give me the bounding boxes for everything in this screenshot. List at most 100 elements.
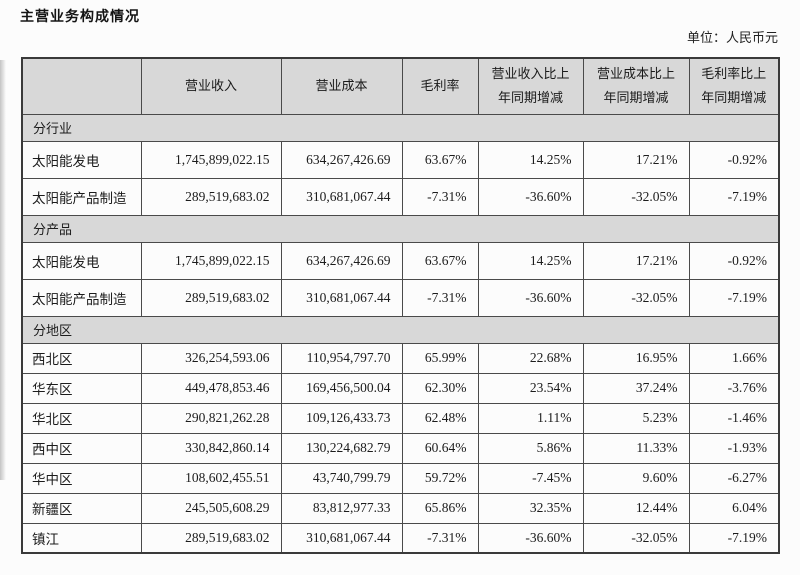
cell-revenue-yoy: -36.60% <box>477 177 584 216</box>
cell-revenue-yoy: 32.35% <box>477 492 584 524</box>
header-cell-cost: 营业成本 <box>280 57 403 115</box>
cell-revenue: 245,505,608.29 <box>140 492 282 524</box>
cell-revenue-yoy: 1.11% <box>477 402 584 434</box>
cell-margin: 65.86% <box>401 492 479 524</box>
section-row-industry: 分行业 <box>21 113 780 142</box>
cell-margin: 60.64% <box>401 432 479 464</box>
cell-label: 西北区 <box>21 342 142 374</box>
cell-margin-yoy: -7.19% <box>688 177 780 216</box>
cell-margin-yoy: -3.76% <box>688 372 780 404</box>
cell-cost-yoy: -32.05% <box>582 177 690 216</box>
cell-cost-yoy: 17.21% <box>582 241 690 280</box>
header-cell-category <box>21 57 142 115</box>
cell-revenue-yoy: 14.25% <box>477 241 584 280</box>
cell-margin: 62.30% <box>401 372 479 404</box>
cell-margin: 62.48% <box>401 402 479 434</box>
cell-label: 华东区 <box>21 372 142 404</box>
header-cell-margin: 毛利率 <box>401 57 479 115</box>
cell-revenue: 108,602,455.51 <box>140 462 282 494</box>
cell-margin: -7.31% <box>401 278 479 317</box>
cell-margin-yoy: -0.92% <box>688 241 780 280</box>
cell-cost-yoy: 9.60% <box>582 462 690 494</box>
cell-label: 华中区 <box>21 462 142 494</box>
cell-revenue: 330,842,860.14 <box>140 432 282 464</box>
cell-revenue-yoy: -7.45% <box>477 462 584 494</box>
cell-revenue-yoy: -36.60% <box>477 522 584 554</box>
table-row: 太阳能产品制造 289,519,683.02 310,681,067.44 -7… <box>21 177 780 216</box>
cell-label: 西中区 <box>21 432 142 464</box>
cell-revenue-yoy: 23.54% <box>477 372 584 404</box>
header-cell-cost-yoy: 营业成本比上年同期增减 <box>582 57 690 115</box>
cell-revenue-yoy: 22.68% <box>477 342 584 374</box>
cell-margin-yoy: -0.92% <box>688 140 780 179</box>
cell-label: 太阳能发电 <box>21 140 142 179</box>
main-business-table: 营业收入 营业成本 毛利率 营业收入比上年同期增减 营业成本比上年同期增减 毛利… <box>21 57 780 554</box>
cell-label: 太阳能产品制造 <box>21 278 142 317</box>
page-title: 主营业务构成情况 <box>20 10 140 25</box>
section-label: 分行业 <box>21 113 780 142</box>
cell-cost: 130,224,682.79 <box>280 432 403 464</box>
table-row: 太阳能发电 1,745,899,022.15 634,267,426.69 63… <box>21 241 780 280</box>
cell-cost: 83,812,977.33 <box>280 492 403 524</box>
cell-margin-yoy: -1.93% <box>688 432 780 464</box>
cell-margin: 59.72% <box>401 462 479 494</box>
cell-cost-yoy: 12.44% <box>582 492 690 524</box>
cell-cost: 109,126,433.73 <box>280 402 403 434</box>
cell-cost: 110,954,797.70 <box>280 342 403 374</box>
cell-margin-yoy: 1.66% <box>688 342 780 374</box>
cell-label: 太阳能产品制造 <box>21 177 142 216</box>
cell-revenue: 289,519,683.02 <box>140 278 282 317</box>
cell-revenue: 326,254,593.06 <box>140 342 282 374</box>
table-row: 西北区 326,254,593.06 110,954,797.70 65.99%… <box>21 342 780 374</box>
cell-cost: 169,456,500.04 <box>280 372 403 404</box>
cell-cost-yoy: -32.05% <box>582 522 690 554</box>
cell-cost: 43,740,799.79 <box>280 462 403 494</box>
cell-revenue-yoy: 5.86% <box>477 432 584 464</box>
cell-cost: 310,681,067.44 <box>280 177 403 216</box>
table-row: 新疆区 245,505,608.29 83,812,977.33 65.86% … <box>21 492 780 524</box>
cell-margin: 63.67% <box>401 140 479 179</box>
cell-margin: 65.99% <box>401 342 479 374</box>
header-cell-revenue: 营业收入 <box>140 57 282 115</box>
cell-cost: 310,681,067.44 <box>280 278 403 317</box>
section-label: 分产品 <box>21 214 780 243</box>
cell-revenue: 449,478,853.46 <box>140 372 282 404</box>
cell-margin-yoy: -7.19% <box>688 278 780 317</box>
table-header-row: 营业收入 营业成本 毛利率 营业收入比上年同期增减 营业成本比上年同期增减 毛利… <box>21 57 780 115</box>
cell-margin-yoy: -7.19% <box>688 522 780 554</box>
cell-revenue: 289,519,683.02 <box>140 522 282 554</box>
cell-cost: 634,267,426.69 <box>280 140 403 179</box>
cell-revenue-yoy: -36.60% <box>477 278 584 317</box>
cell-margin: -7.31% <box>401 522 479 554</box>
section-row-region: 分地区 <box>21 315 780 344</box>
cell-margin: -7.31% <box>401 177 479 216</box>
cell-cost-yoy: 16.95% <box>582 342 690 374</box>
table-row: 镇江 289,519,683.02 310,681,067.44 -7.31% … <box>21 522 780 554</box>
cell-margin: 63.67% <box>401 241 479 280</box>
cell-revenue: 1,745,899,022.15 <box>140 241 282 280</box>
unit-label: 单位：人民币元 <box>686 30 778 45</box>
table-row: 华东区 449,478,853.46 169,456,500.04 62.30%… <box>21 372 780 404</box>
cell-cost-yoy: -32.05% <box>582 278 690 317</box>
cell-cost-yoy: 17.21% <box>582 140 690 179</box>
table-row: 西中区 330,842,860.14 130,224,682.79 60.64%… <box>21 432 780 464</box>
cell-cost-yoy: 11.33% <box>582 432 690 464</box>
cell-cost: 310,681,067.44 <box>280 522 403 554</box>
cell-margin-yoy: -1.46% <box>688 402 780 434</box>
cell-cost-yoy: 37.24% <box>582 372 690 404</box>
cell-margin-yoy: 6.04% <box>688 492 780 524</box>
cell-cost-yoy: 5.23% <box>582 402 690 434</box>
cell-revenue-yoy: 14.25% <box>477 140 584 179</box>
scan-edge-shadow <box>0 60 6 480</box>
table-row: 太阳能发电 1,745,899,022.15 634,267,426.69 63… <box>21 140 780 179</box>
table-row: 华中区 108,602,455.51 43,740,799.79 59.72% … <box>21 462 780 494</box>
header-cell-margin-yoy: 毛利率比上年同期增减 <box>688 57 780 115</box>
cell-label: 镇江 <box>21 522 142 554</box>
header-cell-revenue-yoy: 营业收入比上年同期增减 <box>477 57 584 115</box>
section-row-product: 分产品 <box>21 214 780 243</box>
cell-revenue: 290,821,262.28 <box>140 402 282 434</box>
cell-revenue: 289,519,683.02 <box>140 177 282 216</box>
cell-revenue: 1,745,899,022.15 <box>140 140 282 179</box>
cell-label: 太阳能发电 <box>21 241 142 280</box>
